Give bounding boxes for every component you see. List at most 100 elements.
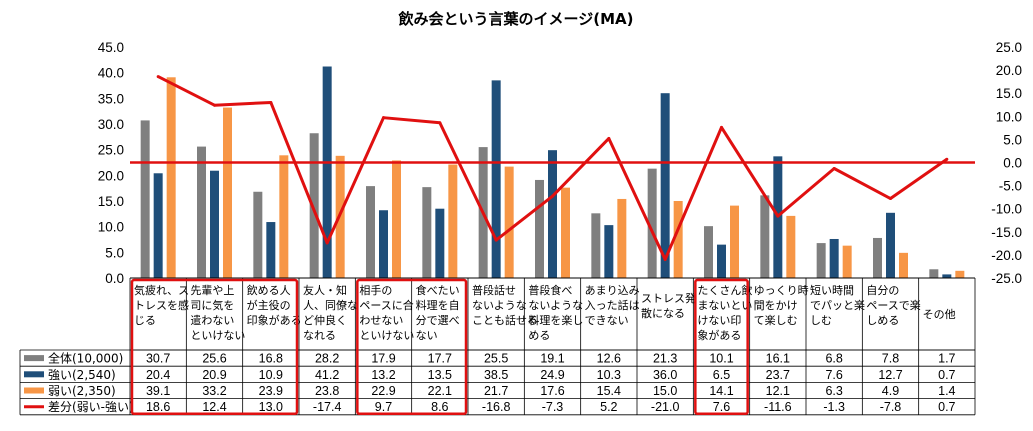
diff-point-11: [776, 214, 780, 218]
diff-point-4: [382, 116, 385, 120]
bar-2-14: [955, 270, 965, 278]
y-left-tick-label: 30.0: [98, 117, 124, 132]
y-right-tick-label: 20.0: [996, 63, 1022, 78]
diff-point-12: [832, 167, 836, 171]
diff-point-9: [663, 258, 667, 262]
y-left-tick-label: 35.0: [98, 91, 124, 106]
data-cell-2-5: 22.1: [428, 384, 452, 398]
data-cell-2-3: 23.8: [315, 384, 339, 398]
legend-key-0: [24, 355, 44, 362]
category-label-7: める: [528, 329, 550, 342]
data-cell-0-7: 19.1: [540, 352, 564, 366]
y-left-tick-label: 40.0: [98, 66, 124, 81]
data-cell-3-8: 5.2: [600, 400, 617, 414]
data-cell-1-10: 6.5: [713, 368, 730, 382]
y-left-tick-label: 15.0: [98, 194, 124, 209]
category-label-8: できない: [585, 314, 629, 327]
category-label-6: ことも話せる: [472, 313, 538, 327]
data-cell-1-14: 0.7: [938, 368, 955, 382]
bar-1-14: [942, 274, 952, 278]
y-right-tick-label: -15.0: [991, 225, 1022, 240]
diff-line: [130, 75, 975, 262]
diff-point-6: [494, 238, 498, 242]
category-label-2: 飲める人: [247, 283, 291, 297]
highlight-box-2: [694, 278, 749, 416]
data-cell-1-12: 7.6: [825, 368, 842, 382]
bar-2-13: [899, 252, 908, 278]
category-label-9: 散になる: [641, 306, 685, 320]
data-cell-1-2: 10.9: [259, 368, 283, 382]
data-cell-2-8: 15.4: [597, 384, 621, 398]
highlight-boxes: [130, 278, 749, 416]
bar-0-13: [873, 237, 882, 278]
category-label-10: たくさん飲: [697, 283, 752, 297]
category-label-4: わせない: [359, 314, 403, 327]
bar-2-2: [279, 155, 289, 278]
bar-0-1: [197, 146, 206, 278]
diff-point-0: [156, 75, 160, 79]
bar-1-2: [266, 222, 276, 278]
category-label-7: 普段食べ: [528, 283, 572, 297]
category-label-7: 料理を楽し: [528, 313, 583, 327]
data-cell-0-2: 16.8: [259, 352, 283, 366]
category-label-11: 間をかけ: [754, 299, 798, 312]
category-label-11: ゆっくり時: [754, 284, 809, 297]
data-cell-3-5: 8.6: [431, 400, 448, 414]
category-label-4: ペースに合: [359, 298, 413, 312]
data-cell-2-14: 1.4: [938, 384, 955, 398]
y-right-tick-label: -25.0: [991, 271, 1022, 286]
category-label-3: 友人・知: [303, 283, 347, 297]
y-right-tick-label: -10.0: [991, 202, 1022, 217]
data-cell-1-8: 10.3: [597, 368, 621, 382]
diff-point-13: [889, 197, 892, 201]
data-cell-0-14: 1.7: [938, 352, 955, 366]
data-cell-1-11: 23.7: [766, 368, 790, 382]
data-cell-3-6: -16.8: [482, 400, 511, 414]
bar-1-3: [322, 66, 332, 278]
diff-point-14: [945, 157, 949, 161]
data-cell-0-3: 28.2: [315, 352, 339, 366]
category-label-3: なれる: [303, 329, 336, 342]
data-cell-3-13: -7.8: [880, 400, 902, 414]
legend-key-1: [24, 371, 44, 378]
data-cell-0-12: 6.8: [825, 352, 842, 366]
bar-1-10: [717, 244, 726, 278]
data-cell-0-13: 7.8: [882, 352, 899, 366]
data-cell-0-1: 25.6: [202, 352, 226, 366]
bar-1-4: [379, 210, 388, 278]
category-label-14: その他: [923, 308, 956, 321]
data-cell-3-3: -17.4: [313, 400, 342, 414]
bar-0-2: [253, 191, 263, 278]
data-cell-3-12: -1.3: [823, 400, 845, 414]
y-right-tick-label: 10.0: [996, 109, 1022, 124]
bar-0-10: [704, 226, 713, 278]
bar-1-5: [435, 208, 445, 278]
bar-0-11: [760, 195, 770, 278]
category-label-0: 気疲れ、ス: [134, 283, 189, 297]
y-left-tick-label: 20.0: [98, 168, 124, 183]
data-cell-2-13: 4.9: [882, 384, 899, 398]
bar-2-11: [786, 215, 796, 278]
data-cell-1-5: 13.5: [428, 368, 452, 382]
data-cell-1-1: 20.9: [202, 368, 226, 382]
category-label-1: 司に気を: [190, 298, 234, 312]
data-cell-2-0: 39.1: [146, 384, 170, 398]
bar-1-8: [604, 225, 614, 278]
category-label-8: 入った話は: [585, 298, 640, 312]
category-label-1: 遣わない: [190, 313, 234, 327]
category-label-12: でパッと楽: [810, 299, 865, 312]
data-cell-2-10: 14.1: [709, 384, 733, 398]
bar-2-6: [504, 166, 514, 278]
legend-label-3: 差分(弱い-強い): [48, 400, 134, 414]
bar-1-7: [548, 150, 557, 278]
bar-1-9: [660, 93, 670, 278]
bar-1-12: [829, 238, 839, 278]
category-label-13: ペースで楽: [866, 299, 920, 312]
bar-0-8: [591, 213, 601, 278]
data-cell-1-4: 13.2: [371, 368, 395, 382]
diff-point-10: [720, 125, 723, 129]
diff-point-1: [213, 103, 216, 107]
category-label-4: といけない: [359, 329, 414, 342]
category-label-0: トレスを感: [134, 299, 189, 312]
